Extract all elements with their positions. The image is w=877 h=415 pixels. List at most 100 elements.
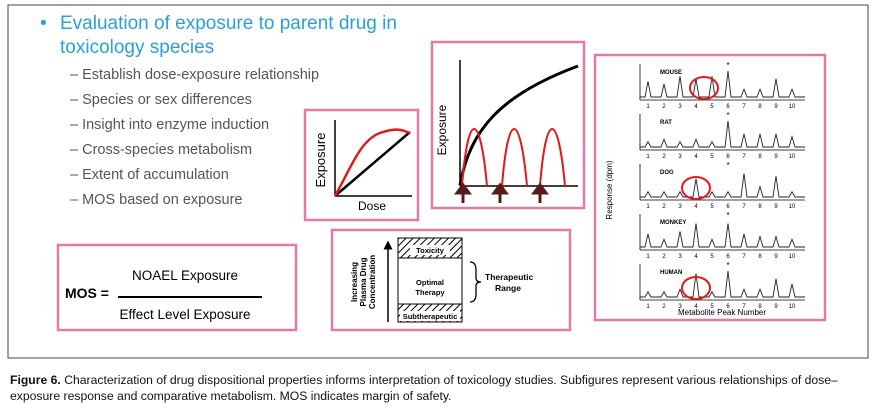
highlight-circle: [681, 276, 711, 300]
peak-number: 1: [646, 154, 650, 160]
peak-number: 3: [678, 304, 682, 310]
peak-number: 8: [758, 154, 762, 160]
peak-number: 2: [662, 304, 666, 310]
peak-number: 6: [726, 304, 730, 310]
mos-numerator: NOAEL Exposure: [132, 268, 238, 283]
chromatogram-trace: [640, 173, 805, 198]
x-label: Dose: [358, 199, 386, 213]
chromatogram-trace: [640, 270, 805, 298]
peak-number: 1: [646, 304, 650, 310]
figure-frame: [7, 4, 869, 359]
peak-number: 6: [726, 154, 730, 160]
peak-number: 9: [774, 104, 778, 110]
peak-number: 7: [742, 154, 746, 160]
chromatogram-trace: [640, 120, 805, 148]
dose-plot: Exposure Dose: [313, 120, 412, 213]
peak-number: 10: [789, 304, 796, 310]
peak-number: 4: [694, 254, 698, 260]
peak-number: 7: [742, 104, 746, 110]
peak-number: 9: [774, 154, 778, 160]
zone-label: Toxicity: [416, 246, 445, 255]
peak-number: 5: [710, 254, 714, 260]
therapeutic-diagram: IncreasingPlasma DrugConcentration Toxic…: [350, 237, 533, 323]
mos-denominator: Effect Level Exposure: [119, 307, 250, 322]
caption-label: Figure 6.: [10, 373, 61, 387]
peak-number: 2: [662, 104, 666, 110]
peak-number: 6: [726, 204, 730, 210]
peak-marker: *: [726, 211, 729, 220]
peak-number: 10: [789, 254, 796, 260]
peak-marker: *: [726, 161, 729, 170]
peak-marker: *: [726, 61, 729, 70]
peak-number: 3: [678, 204, 682, 210]
slide-title: Evaluation of exposure to parent drug in…: [60, 13, 397, 58]
peak-number: 1: [646, 104, 650, 110]
peak-number: 7: [742, 304, 746, 310]
peak-number: 1: [646, 254, 650, 260]
peak-number: 4: [694, 104, 698, 110]
peak-number: 3: [678, 154, 682, 160]
mos-box: [56, 243, 298, 332]
peak-number: 7: [742, 204, 746, 210]
peak-number: 8: [758, 304, 762, 310]
bullet: •: [40, 13, 47, 34]
range-label: Range: [495, 283, 521, 293]
peak-number: 9: [774, 254, 778, 260]
bullet-item: MOS based on exposure: [70, 189, 319, 214]
caption-text: Characterization of drug dispositional p…: [10, 373, 838, 403]
peak-number: 9: [774, 304, 778, 310]
bullet-item: Cross-species metabolism: [70, 139, 319, 164]
peak-number: 3: [678, 254, 682, 260]
species-label: RAT: [660, 120, 672, 126]
peak-number: 10: [789, 204, 796, 210]
peak-marker: *: [726, 261, 729, 270]
zone-label: Optimal: [416, 278, 444, 287]
peak-number: 5: [710, 154, 714, 160]
peak-number: 8: [758, 254, 762, 260]
y-label: Response (dpm): [605, 160, 614, 219]
peak-number: 2: [662, 154, 666, 160]
peak-number: 8: [758, 104, 762, 110]
pk-plot: Exposure: [435, 60, 579, 203]
peak-number: 2: [662, 204, 666, 210]
pk-box: [430, 40, 586, 210]
x-label: Metabolite Peak Number: [678, 308, 766, 317]
zone-label: Therapy: [415, 288, 445, 297]
y-label: Exposure: [435, 104, 449, 155]
peak-number: 2: [662, 254, 666, 260]
caption: Figure 6. Characterization of drug dispo…: [10, 372, 868, 404]
axis-label-line: Concentration: [368, 255, 377, 309]
peak-number: 3: [678, 104, 682, 110]
species-label: MONKEY: [660, 220, 686, 226]
highlight-circle: [681, 176, 711, 200]
peak-number: 10: [789, 154, 796, 160]
bullet-item: Insight into enzyme induction: [70, 114, 319, 139]
peak-number: 8: [758, 204, 762, 210]
species-label: DOG: [660, 170, 674, 176]
chromatogram-trace: [640, 223, 805, 248]
chromatograms: MOUSE * 1 2 3 4 5 6 7 8 9 10 RAT * 1 2 3 4 5 6 7 8 9 10 DOG * 1 2 3 4…: [639, 61, 805, 310]
therapeutic-box: [330, 228, 572, 332]
bullet-list: Establish dose-exposure relationshipSpec…: [70, 64, 319, 214]
peak-number: 1: [646, 204, 650, 210]
bullet-item: Extent of accumulation: [70, 164, 319, 189]
peak-number: 4: [694, 154, 698, 160]
peak-number: 5: [710, 204, 714, 210]
peak-number: 6: [726, 254, 730, 260]
peak-number: 9: [774, 204, 778, 210]
species-label: MOUSE: [660, 70, 682, 76]
chromatogram-trace: [640, 70, 805, 98]
axis-label-line: Increasing: [350, 262, 359, 302]
bullet-item: Species or sex differences: [70, 89, 319, 114]
peak-number: 7: [742, 254, 746, 260]
axis-label-line: Plasma Drug: [359, 257, 368, 306]
peak-marker: *: [726, 111, 729, 120]
peak-number: 5: [710, 304, 714, 310]
peak-number: 6: [726, 104, 730, 110]
chromatogram-box: [593, 53, 827, 322]
axis-label: IncreasingPlasma DrugConcentration: [350, 255, 377, 309]
highlight-circle: [689, 76, 719, 100]
peak-number: 4: [694, 204, 698, 210]
peak-number: 5: [710, 104, 714, 110]
